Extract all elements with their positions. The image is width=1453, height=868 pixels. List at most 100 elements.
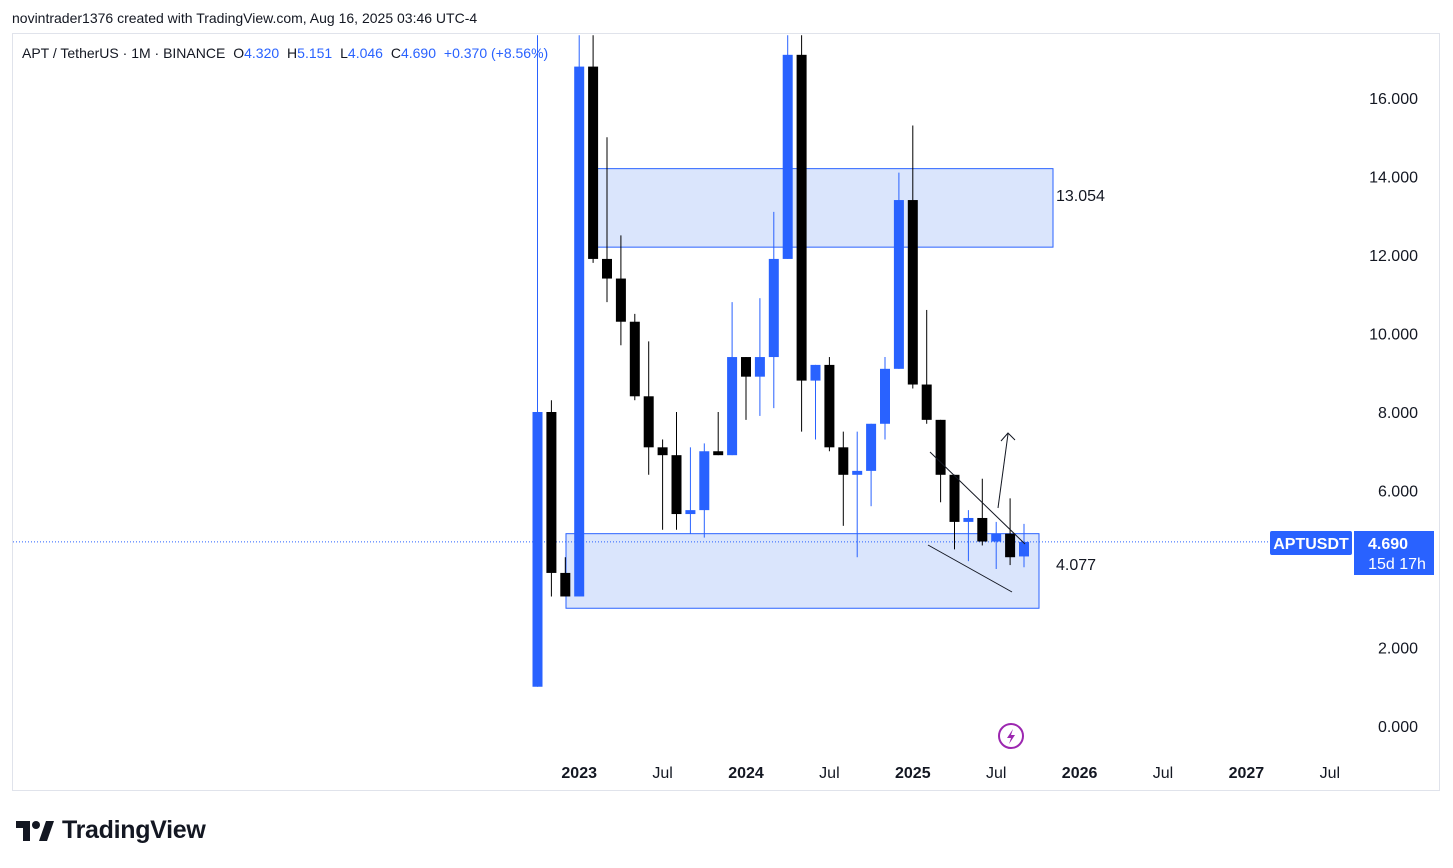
trend-drawings bbox=[927, 432, 1026, 593]
candle-body bbox=[699, 451, 710, 511]
price-tag-countdown: 15d 17h bbox=[1368, 556, 1426, 573]
candle[interactable] bbox=[685, 447, 696, 534]
candle[interactable] bbox=[921, 309, 932, 424]
time-tick-label: Jul bbox=[819, 765, 839, 782]
price-axis: 0.0002.0004.0006.0008.00010.00012.00014.… bbox=[1369, 91, 1418, 736]
candle-body bbox=[880, 368, 890, 424]
high-value: 5.151 bbox=[297, 45, 333, 61]
candle[interactable] bbox=[727, 302, 738, 456]
candle[interactable] bbox=[713, 412, 724, 456]
candle[interactable] bbox=[560, 557, 571, 597]
candle[interactable] bbox=[880, 357, 890, 440]
time-tick-label: 2026 bbox=[1062, 765, 1098, 782]
candle[interactable] bbox=[629, 313, 640, 401]
candle[interactable] bbox=[949, 474, 960, 550]
candle[interactable] bbox=[907, 125, 918, 389]
candle-body bbox=[657, 447, 668, 456]
candle-body bbox=[713, 451, 724, 456]
candle[interactable] bbox=[824, 357, 835, 452]
candle-body bbox=[907, 200, 918, 385]
candle[interactable] bbox=[963, 510, 974, 562]
candle[interactable] bbox=[935, 419, 946, 503]
price-tick-label: 16.000 bbox=[1369, 91, 1418, 108]
candle-body bbox=[671, 455, 682, 515]
upper-zone-label: 13.054 bbox=[1056, 188, 1105, 205]
candles-layer bbox=[532, 35, 1029, 687]
price-tick-label: 0.000 bbox=[1378, 719, 1418, 736]
candle-body bbox=[810, 364, 821, 381]
candle-body bbox=[866, 423, 877, 471]
symbol-title: APT / TetherUS · 1M · BINANCE bbox=[22, 45, 226, 61]
breakout-arrow-line bbox=[997, 433, 1009, 509]
close-value: 4.690 bbox=[400, 45, 437, 61]
time-tick-label: Jul bbox=[1153, 765, 1173, 782]
candle-body bbox=[588, 66, 599, 259]
low-label: L bbox=[340, 45, 348, 61]
candle-body bbox=[629, 321, 640, 397]
time-tick-label: 2027 bbox=[1229, 765, 1265, 782]
time-tick-label: 2025 bbox=[895, 765, 931, 782]
price-tick-label: 6.000 bbox=[1378, 484, 1418, 501]
candle[interactable] bbox=[1005, 498, 1016, 566]
low-value: 4.046 bbox=[347, 45, 383, 61]
candle[interactable] bbox=[852, 431, 863, 558]
price-tag-value: 4.690 bbox=[1368, 536, 1408, 553]
candle-body bbox=[824, 364, 835, 448]
candle[interactable] bbox=[546, 400, 557, 597]
time-tick-label: Jul bbox=[1320, 765, 1340, 782]
chart-frame[interactable] bbox=[12, 33, 1440, 791]
candle[interactable] bbox=[754, 298, 765, 416]
supply-demand-zone[interactable] bbox=[565, 533, 1040, 609]
candle-body bbox=[949, 474, 960, 522]
candle-body bbox=[782, 54, 793, 259]
candle[interactable] bbox=[838, 431, 849, 526]
candle-body bbox=[754, 357, 765, 377]
candle[interactable] bbox=[643, 341, 654, 475]
candle[interactable] bbox=[574, 35, 585, 597]
candle-body bbox=[546, 412, 557, 573]
candle[interactable] bbox=[866, 423, 877, 507]
change-value: +0.370 (+8.56%) bbox=[443, 45, 549, 61]
candle-body bbox=[838, 447, 849, 475]
lower-zone-label: 4.077 bbox=[1056, 557, 1096, 574]
candle[interactable] bbox=[657, 439, 668, 530]
candle[interactable] bbox=[532, 35, 543, 687]
candle-body bbox=[963, 517, 974, 522]
supply-demand-zone[interactable] bbox=[596, 168, 1054, 248]
candle[interactable] bbox=[991, 521, 1002, 569]
candle[interactable] bbox=[602, 137, 612, 303]
candle[interactable] bbox=[977, 478, 988, 546]
tradingview-logo-icon bbox=[16, 820, 54, 841]
candle[interactable] bbox=[796, 35, 807, 432]
candle[interactable] bbox=[588, 35, 599, 263]
price-tag-bg bbox=[1354, 531, 1434, 575]
candle[interactable] bbox=[768, 211, 779, 409]
candle[interactable] bbox=[741, 357, 751, 420]
candle[interactable] bbox=[699, 443, 710, 538]
price-tick-label: 12.000 bbox=[1369, 248, 1418, 265]
tradingview-logo[interactable]: TradingView bbox=[16, 816, 206, 845]
open-value: 4.320 bbox=[244, 45, 280, 61]
attribution-text: novintrader1376 created with TradingView… bbox=[12, 10, 478, 26]
candle-body bbox=[560, 572, 571, 597]
candle-body bbox=[991, 533, 1002, 542]
candle-body bbox=[768, 258, 779, 358]
high-label: H bbox=[287, 45, 298, 61]
candle[interactable] bbox=[671, 412, 682, 530]
breakout-arrow-head bbox=[1000, 432, 1016, 442]
brand-text: TradingView bbox=[62, 816, 206, 844]
price-tick-label: 8.000 bbox=[1378, 405, 1418, 422]
candle-body bbox=[602, 258, 612, 279]
candle[interactable] bbox=[1019, 523, 1029, 568]
candle-body bbox=[685, 510, 696, 515]
candle[interactable] bbox=[893, 172, 904, 369]
candle[interactable] bbox=[782, 35, 793, 259]
symbol-legend: APT / TetherUS · 1M · BINANCE O4.320 H5.… bbox=[22, 45, 548, 61]
candle[interactable] bbox=[615, 235, 626, 346]
candle-body bbox=[643, 396, 654, 448]
price-tick-label: 10.000 bbox=[1369, 327, 1418, 344]
candle[interactable] bbox=[810, 364, 821, 440]
lightning-icon[interactable] bbox=[998, 723, 1024, 749]
candle-body bbox=[852, 470, 863, 475]
